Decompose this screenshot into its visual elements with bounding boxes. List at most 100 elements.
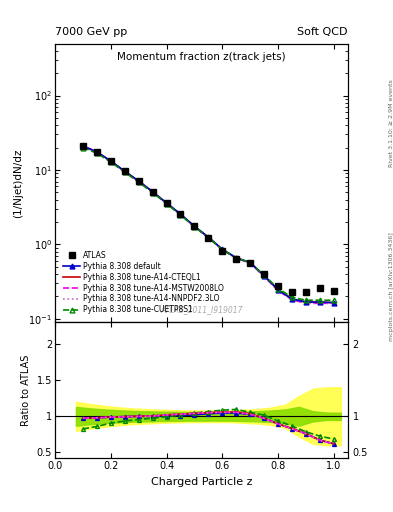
Pythia 8.308 tune-A14-MSTW2008LO — [94, 149, 99, 155]
Legend: ATLAS, Pythia 8.308 default, Pythia 8.308 tune-A14-CTEQL1, Pythia 8.308 tune-A14: ATLAS, Pythia 8.308 default, Pythia 8.30… — [61, 248, 226, 317]
Pythia 8.308 tune-CUETP8S1 — [136, 179, 141, 185]
Pythia 8.308 default — [178, 211, 183, 217]
Pythia 8.308 tune-A14-CTEQL1 — [108, 158, 113, 164]
Pythia 8.308 default — [206, 234, 211, 240]
Pythia 8.308 tune-CUETP8S1 — [262, 272, 266, 279]
Pythia 8.308 tune-CUETP8S1 — [150, 189, 155, 196]
Pythia 8.308 tune-CUETP8S1 — [81, 144, 85, 151]
Pythia 8.308 tune-CUETP8S1 — [332, 297, 336, 303]
Pythia 8.308 default — [304, 299, 309, 305]
Line: Pythia 8.308 tune-A14-NNPDF2.3LO: Pythia 8.308 tune-A14-NNPDF2.3LO — [83, 146, 334, 303]
ATLAS — [220, 248, 225, 254]
ATLAS — [81, 143, 85, 149]
Pythia 8.308 default — [81, 143, 85, 149]
Pythia 8.308 tune-A14-CTEQL1 — [290, 296, 294, 302]
Pythia 8.308 tune-A14-NNPDF2.3LO — [332, 300, 336, 306]
ATLAS — [108, 158, 113, 164]
Pythia 8.308 default — [150, 189, 155, 195]
Text: Rivet 3.1.10; ≥ 2.9M events: Rivet 3.1.10; ≥ 2.9M events — [389, 79, 393, 167]
Pythia 8.308 tune-A14-NNPDF2.3LO — [234, 255, 239, 262]
Pythia 8.308 default — [262, 272, 266, 279]
Pythia 8.308 tune-A14-NNPDF2.3LO — [178, 211, 183, 218]
Pythia 8.308 tune-A14-CTEQL1 — [220, 246, 225, 252]
Pythia 8.308 tune-A14-CTEQL1 — [192, 223, 197, 229]
Pythia 8.308 default — [94, 149, 99, 155]
Pythia 8.308 default — [290, 296, 294, 302]
Pythia 8.308 tune-A14-CTEQL1 — [276, 287, 281, 293]
Pythia 8.308 tune-A14-CTEQL1 — [122, 168, 127, 175]
Pythia 8.308 tune-CUETP8S1 — [234, 255, 239, 261]
Pythia 8.308 default — [192, 223, 197, 229]
Pythia 8.308 tune-CUETP8S1 — [206, 234, 211, 241]
Pythia 8.308 tune-A14-NNPDF2.3LO — [318, 300, 322, 306]
ATLAS — [276, 283, 281, 289]
Pythia 8.308 tune-A14-NNPDF2.3LO — [136, 179, 141, 185]
Pythia 8.308 tune-CUETP8S1 — [248, 260, 253, 266]
Pythia 8.308 tune-A14-NNPDF2.3LO — [122, 168, 127, 175]
Line: ATLAS: ATLAS — [80, 143, 337, 295]
Pythia 8.308 tune-A14-MSTW2008LO — [234, 255, 239, 262]
Pythia 8.308 tune-A14-MSTW2008LO — [220, 247, 225, 253]
Pythia 8.308 default — [276, 287, 281, 293]
Pythia 8.308 default — [164, 200, 169, 206]
Pythia 8.308 tune-A14-NNPDF2.3LO — [81, 143, 85, 150]
ATLAS — [150, 189, 155, 195]
Pythia 8.308 tune-A14-MSTW2008LO — [178, 211, 183, 218]
ATLAS — [206, 235, 211, 241]
Pythia 8.308 tune-A14-NNPDF2.3LO — [108, 158, 113, 164]
Line: Pythia 8.308 tune-A14-CTEQL1: Pythia 8.308 tune-A14-CTEQL1 — [83, 146, 334, 303]
Pythia 8.308 tune-A14-NNPDF2.3LO — [206, 234, 211, 241]
Pythia 8.308 tune-A14-MSTW2008LO — [262, 273, 266, 280]
Pythia 8.308 tune-A14-NNPDF2.3LO — [164, 200, 169, 206]
Pythia 8.308 tune-A14-MSTW2008LO — [164, 200, 169, 206]
Pythia 8.308 tune-A14-CTEQL1 — [150, 189, 155, 195]
Pythia 8.308 tune-A14-CTEQL1 — [94, 149, 99, 155]
Pythia 8.308 tune-A14-NNPDF2.3LO — [150, 189, 155, 195]
Pythia 8.308 tune-A14-MSTW2008LO — [136, 179, 141, 185]
ATLAS — [304, 289, 309, 295]
Pythia 8.308 tune-A14-CTEQL1 — [304, 299, 309, 305]
ATLAS — [192, 223, 197, 229]
Text: 7000 GeV pp: 7000 GeV pp — [55, 27, 127, 37]
Pythia 8.308 tune-A14-MSTW2008LO — [290, 297, 294, 303]
Y-axis label: (1/Njet)dN/dz: (1/Njet)dN/dz — [13, 148, 23, 218]
Pythia 8.308 tune-A14-CTEQL1 — [234, 255, 239, 261]
Pythia 8.308 default — [332, 300, 336, 306]
Pythia 8.308 tune-A14-MSTW2008LO — [122, 168, 127, 175]
Pythia 8.308 default — [248, 260, 253, 266]
Pythia 8.308 tune-CUETP8S1 — [94, 150, 99, 156]
Pythia 8.308 tune-A14-NNPDF2.3LO — [94, 149, 99, 155]
Y-axis label: Ratio to ATLAS: Ratio to ATLAS — [21, 355, 31, 426]
ATLAS — [164, 200, 169, 206]
Pythia 8.308 default — [318, 299, 322, 305]
Text: Momentum fraction z(track jets): Momentum fraction z(track jets) — [117, 52, 286, 62]
ATLAS — [178, 211, 183, 217]
Pythia 8.308 tune-CUETP8S1 — [122, 169, 127, 175]
Pythia 8.308 tune-CUETP8S1 — [220, 247, 225, 253]
Pythia 8.308 tune-A14-MSTW2008LO — [206, 234, 211, 241]
Pythia 8.308 tune-A14-NNPDF2.3LO — [304, 300, 309, 306]
ATLAS — [332, 287, 336, 293]
Line: Pythia 8.308 default: Pythia 8.308 default — [81, 143, 336, 305]
Pythia 8.308 tune-CUETP8S1 — [108, 159, 113, 165]
Line: Pythia 8.308 tune-CUETP8S1: Pythia 8.308 tune-CUETP8S1 — [81, 145, 336, 303]
Pythia 8.308 tune-A14-CTEQL1 — [164, 200, 169, 206]
ATLAS — [262, 271, 266, 277]
Pythia 8.308 tune-A14-NNPDF2.3LO — [248, 260, 253, 266]
Pythia 8.308 default — [122, 168, 127, 175]
Pythia 8.308 tune-A14-MSTW2008LO — [248, 260, 253, 266]
Pythia 8.308 tune-CUETP8S1 — [164, 201, 169, 207]
Pythia 8.308 tune-A14-MSTW2008LO — [108, 158, 113, 164]
Pythia 8.308 default — [108, 158, 113, 164]
Pythia 8.308 tune-A14-NNPDF2.3LO — [192, 224, 197, 230]
Pythia 8.308 tune-A14-CTEQL1 — [81, 143, 85, 149]
Pythia 8.308 tune-A14-MSTW2008LO — [192, 224, 197, 230]
Pythia 8.308 tune-CUETP8S1 — [178, 212, 183, 218]
Pythia 8.308 default — [136, 178, 141, 184]
Pythia 8.308 tune-A14-MSTW2008LO — [304, 300, 309, 306]
Pythia 8.308 tune-A14-NNPDF2.3LO — [220, 247, 225, 253]
Pythia 8.308 tune-CUETP8S1 — [304, 297, 309, 303]
Pythia 8.308 tune-A14-MSTW2008LO — [318, 300, 322, 306]
Text: Soft QCD: Soft QCD — [298, 27, 348, 37]
Pythia 8.308 tune-CUETP8S1 — [276, 286, 281, 292]
